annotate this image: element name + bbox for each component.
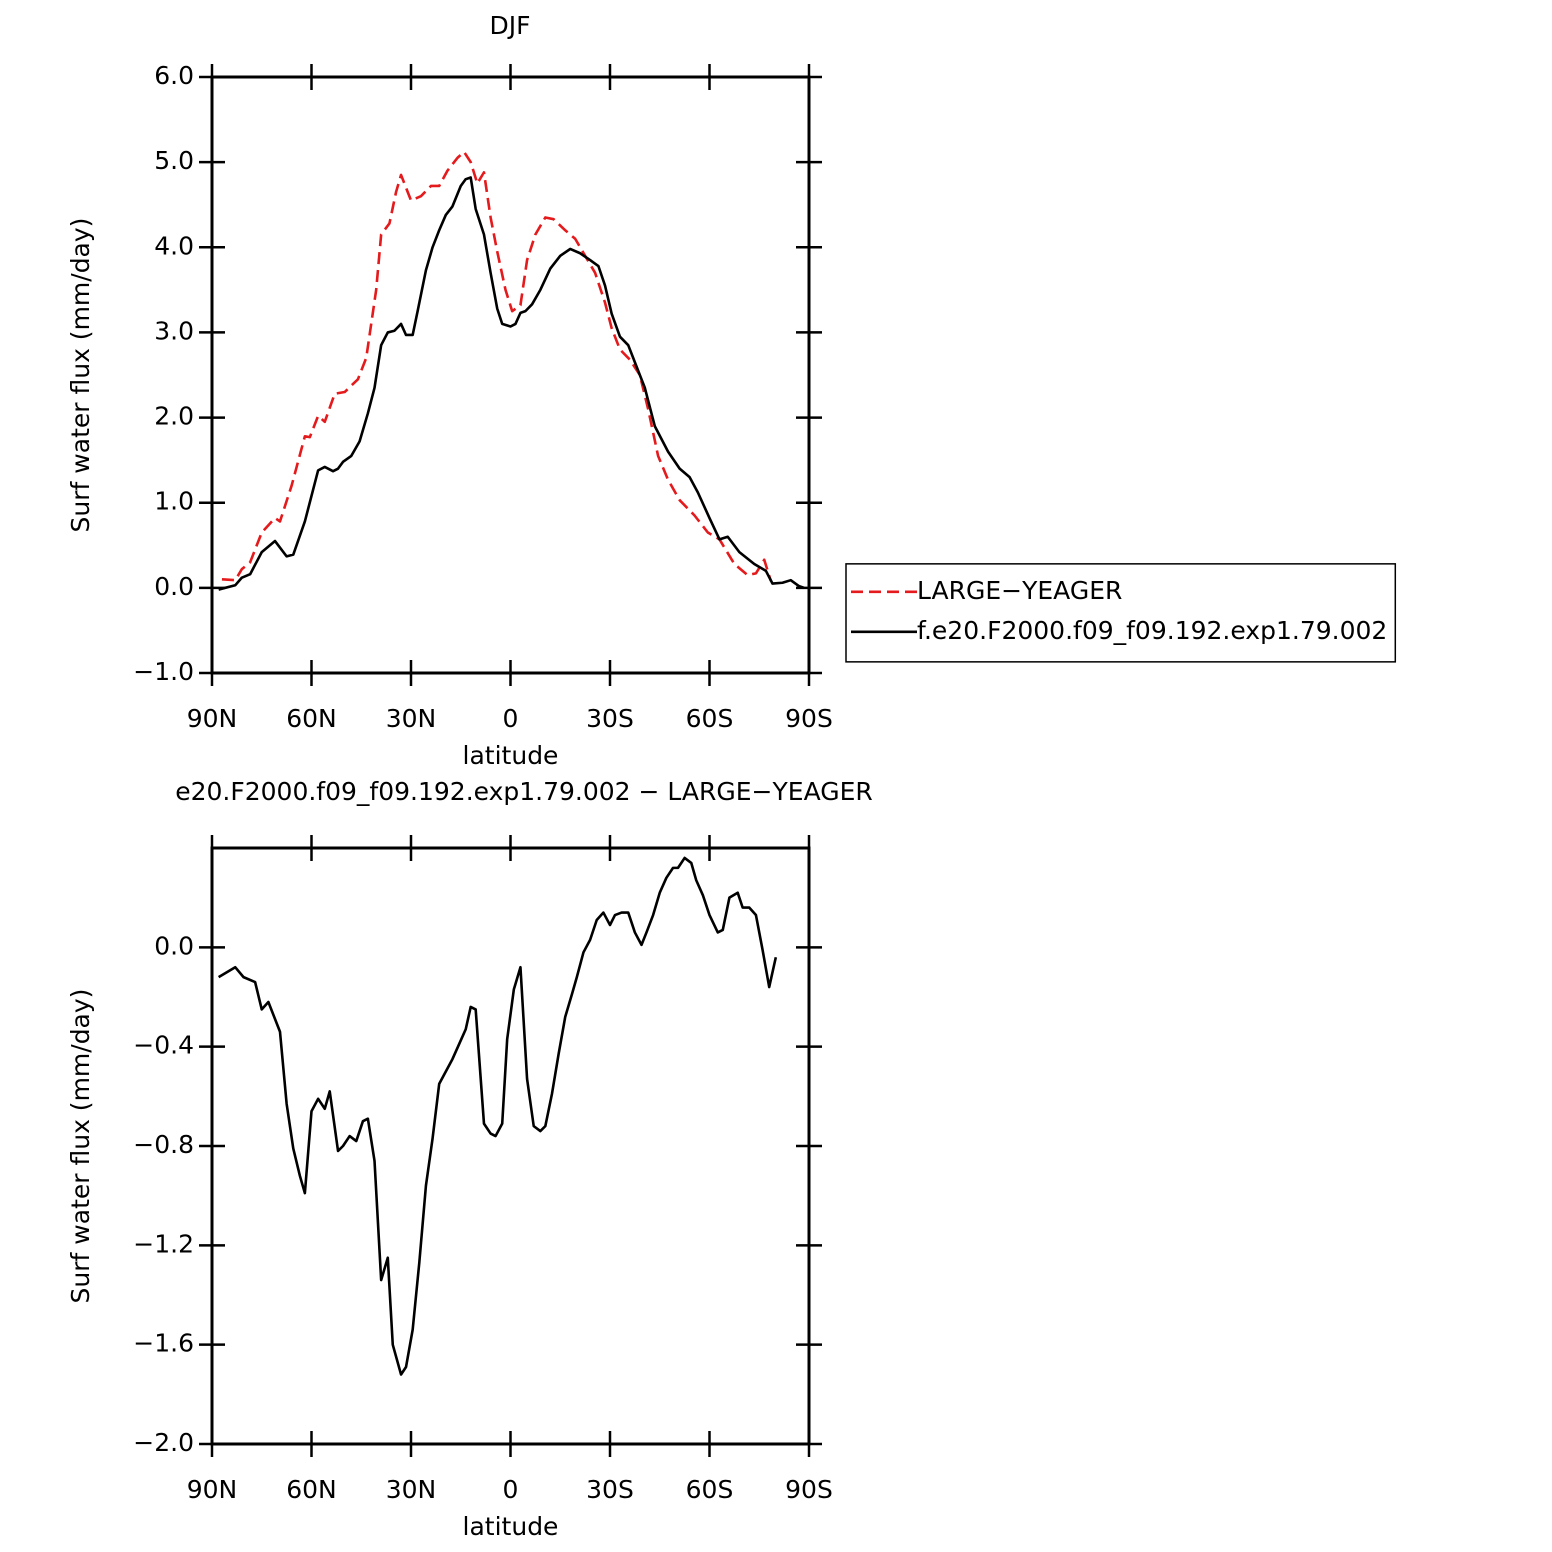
x-tick-label: 30N bbox=[386, 1475, 437, 1504]
x-tick-label: 60S bbox=[686, 704, 734, 733]
x-tick-label: 30S bbox=[586, 704, 634, 733]
y-tick-label: 3.0 bbox=[154, 316, 194, 345]
data-line bbox=[217, 856, 778, 1376]
plot-frame bbox=[210, 846, 811, 1446]
y-tick-label: −1.2 bbox=[133, 1229, 194, 1258]
y-tick-label: 5.0 bbox=[154, 146, 194, 175]
y-tick-label: 2.0 bbox=[154, 402, 194, 431]
y-tick-label: 6.0 bbox=[154, 61, 194, 90]
legend-label: LARGE−YEAGER bbox=[917, 576, 1122, 605]
x-axis-label: latitude bbox=[463, 1512, 559, 1541]
legend-label: f.e20.F2000.f09_f09.192.exp1.79.002 bbox=[917, 616, 1387, 645]
y-tick-label: −0.8 bbox=[133, 1130, 194, 1159]
y-tick-label: −1.6 bbox=[133, 1329, 194, 1358]
x-tick-label: 30S bbox=[586, 1475, 634, 1504]
data-line bbox=[218, 176, 805, 591]
y-tick-label: 0.0 bbox=[154, 572, 194, 601]
y-tick-label: −1.0 bbox=[133, 657, 194, 686]
y-tick-label: 4.0 bbox=[154, 231, 194, 260]
x-tick-label: 90N bbox=[187, 704, 238, 733]
x-tick-label: 90S bbox=[785, 704, 833, 733]
legend: LARGE−YEAGER f.e20.F2000.f09_f09.192.exp1… bbox=[845, 563, 1397, 663]
data-line bbox=[221, 150, 773, 582]
x-tick-label: 0 bbox=[503, 1475, 519, 1504]
chart-title: e20.F2000.f09_f09.192.exp1.79.002 − LARG… bbox=[175, 777, 873, 806]
x-tick-label: 30N bbox=[386, 704, 437, 733]
y-tick-label: −0.4 bbox=[133, 1031, 194, 1060]
y-axis-label: Surf water flux (mm/day) bbox=[66, 218, 95, 533]
x-tick-label: 90S bbox=[785, 1475, 833, 1504]
chart-title: DJF bbox=[489, 11, 530, 40]
x-axis-label: latitude bbox=[463, 741, 559, 770]
x-tick-label: 60N bbox=[286, 1475, 337, 1504]
panel: DJF −1.0 0.0 1.0 2.0 3.0 4.0 5.0 6.0 90N 60N 30N 0 30… bbox=[66, 11, 1397, 770]
x-tick-label: 90N bbox=[187, 1475, 238, 1504]
panel: e20.F2000.f09_f09.192.exp1.79.002 − LARG… bbox=[66, 777, 873, 1541]
legend-box bbox=[845, 563, 1397, 663]
y-axis-label: Surf water flux (mm/day) bbox=[66, 989, 95, 1304]
x-tick-label: 0 bbox=[503, 704, 519, 733]
x-tick-label: 60N bbox=[286, 704, 337, 733]
y-tick-label: 0.0 bbox=[154, 931, 194, 960]
plot-frame bbox=[210, 75, 811, 675]
y-tick-label: −2.0 bbox=[133, 1428, 194, 1457]
y-tick-label: 1.0 bbox=[154, 487, 194, 516]
x-tick-label: 60S bbox=[686, 1475, 734, 1504]
